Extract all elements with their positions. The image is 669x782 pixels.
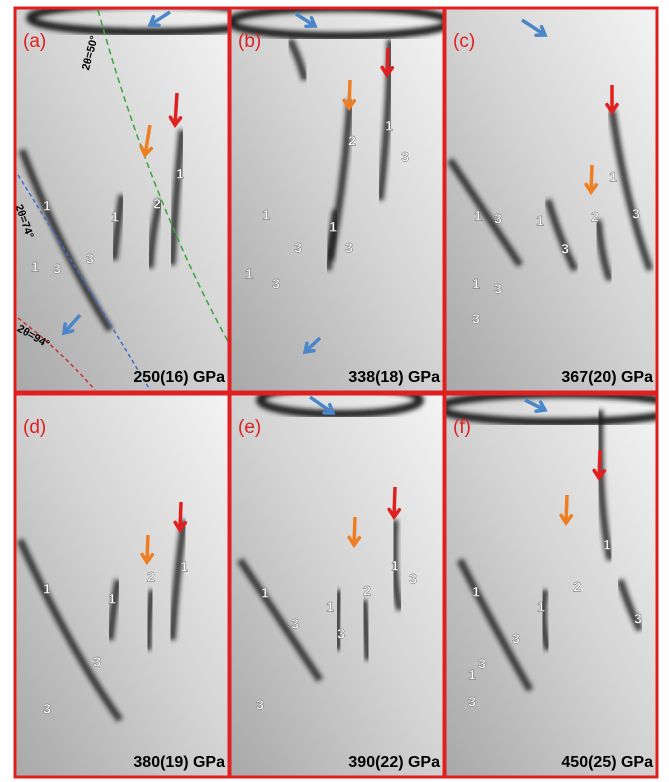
peak-index: 3: [468, 694, 476, 710]
peak-index: 1: [108, 591, 116, 607]
arrow-shaft: [349, 80, 350, 108]
pressure-label: 380(19) GPa: [133, 754, 225, 771]
pressure-label: 450(25) GPa: [561, 754, 653, 771]
peak-index: 2: [147, 569, 155, 585]
arrow-shaft: [599, 450, 600, 478]
pressure-label: 338(18) GPa: [348, 369, 440, 386]
peak-index: 3: [337, 626, 345, 642]
pressure-label: 390(22) GPa: [348, 754, 440, 771]
peak-index: 1: [472, 276, 480, 292]
panel: 213113313(b)338(18) GPa: [230, 8, 450, 392]
peak-index: 3: [478, 656, 486, 672]
peak-index: 1: [474, 208, 482, 224]
arrow-shaft: [180, 502, 181, 530]
peak-index: 2: [348, 133, 356, 149]
panel-label: (b): [238, 31, 261, 52]
peak-index: 1: [176, 166, 184, 182]
peak-index: 3: [634, 611, 642, 627]
peak-index: 3: [512, 631, 520, 647]
peak-index: 3: [401, 149, 409, 165]
peak-index: 3: [93, 654, 101, 670]
peak-index: 1: [329, 219, 337, 235]
peak-index: 1: [391, 558, 399, 574]
peak-index: 3: [53, 261, 61, 277]
peak-index: 3: [256, 697, 264, 713]
peak-index: 1: [472, 584, 480, 600]
peak-index: 1: [609, 169, 617, 185]
arrow-shaft: [354, 517, 355, 545]
peak-index: 2: [153, 196, 161, 212]
panel-label: (a): [23, 31, 46, 52]
peak-index: 1: [31, 259, 39, 275]
peak-index: 3: [409, 571, 417, 587]
peak-index: 3: [494, 281, 502, 297]
peak-index: 3: [345, 240, 353, 256]
peak-index: 3: [472, 311, 480, 327]
figure: 2θ=50°2θ=74°2θ=94°1213113(a)250(16) GPa2…: [0, 0, 669, 782]
peak-index: 3: [632, 206, 640, 222]
diffraction-line: [364, 600, 368, 660]
peak-index: 3: [294, 240, 302, 256]
peak-index: 1: [468, 667, 476, 683]
peak-index: 1: [180, 559, 188, 575]
peak-index: 3: [494, 211, 502, 227]
panel: 13211333(e)390(22) GPa: [230, 386, 444, 777]
peak-index: 1: [43, 581, 51, 597]
peak-index: 1: [262, 207, 270, 223]
pressure-label: 367(20) GPa: [561, 369, 653, 386]
peak-index: 1: [261, 585, 269, 601]
panel-label: (c): [453, 31, 475, 52]
peak-index: 1: [603, 537, 611, 553]
diffraction-line: [148, 590, 152, 650]
peak-index: 1: [111, 209, 119, 225]
peak-index: 2: [573, 579, 581, 595]
peak-index: 3: [43, 701, 51, 717]
peak-index: 1: [385, 118, 393, 134]
peak-index: 3: [561, 241, 569, 257]
peak-index: 1: [536, 213, 544, 229]
panel-label: (f): [453, 417, 471, 438]
arrow-shaft: [566, 495, 567, 523]
arrow-shaft: [394, 487, 395, 517]
peak-index: 2: [363, 583, 371, 599]
panel-label: (e): [238, 417, 261, 438]
peak-index: 2: [591, 209, 599, 225]
panel: 1 2 1 1 3 3 (d) 380(19) GPa: [15, 394, 229, 777]
peak-index: 3: [86, 251, 94, 267]
peak-index: 1: [537, 599, 545, 615]
peak-index: 3: [272, 276, 280, 292]
panel-label: (d): [23, 417, 46, 438]
peak-index: 1: [43, 198, 51, 214]
pressure-label: 250(16) GPa: [133, 369, 225, 386]
peak-index: 3: [291, 616, 299, 632]
peak-index: 1: [326, 599, 334, 615]
peak-index: 1: [245, 266, 253, 282]
